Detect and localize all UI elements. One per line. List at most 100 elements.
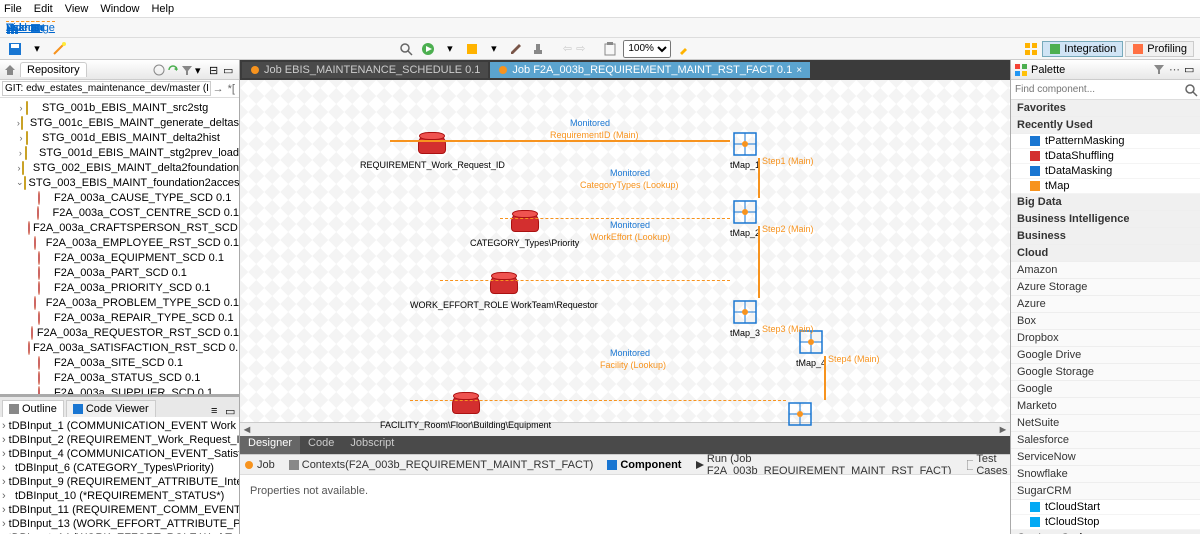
chevron-icon[interactable]: ›	[2, 490, 12, 502]
palette-category[interactable]: Snowflake	[1011, 466, 1200, 483]
tree-row[interactable]: F2A_003a_SITE_SCD 0.1	[0, 355, 239, 370]
repo-refresh-icon[interactable]	[167, 64, 179, 76]
zoom-select[interactable]: 100%	[623, 40, 671, 58]
gear-icon[interactable]: ▾	[441, 40, 459, 58]
palette-item[interactable]: tCloudStart	[1011, 500, 1200, 515]
canvas-node[interactable]: tMap_3	[730, 298, 760, 338]
chevron-icon[interactable]: ›	[2, 462, 12, 474]
canvas-node[interactable]: tMap_1	[730, 130, 760, 170]
repo-export-icon[interactable]: ▾	[195, 64, 207, 76]
palette-category[interactable]: Marketo	[1011, 398, 1200, 415]
menu-view[interactable]: View	[65, 3, 89, 15]
tree-toggle-icon[interactable]: ›	[16, 148, 25, 158]
tree-row[interactable]: F2A_003a_CRAFTSPERSON_RST_SCD 0.1	[0, 220, 239, 235]
tree-row[interactable]: F2A_003a_REPAIR_TYPE_SCD 0.1	[0, 310, 239, 325]
canvas-node[interactable]: FACILITY_Room\Floor\Building\Equipment	[380, 390, 551, 430]
nav-back-icon[interactable]: ⇦	[563, 42, 572, 55]
tree-row[interactable]: F2A_003a_PROBLEM_TYPE_SCD 0.1	[0, 295, 239, 310]
tree-row[interactable]: F2A_003a_EQUIPMENT_SCD 0.1	[0, 250, 239, 265]
chevron-icon[interactable]: ›	[2, 476, 6, 488]
palette-item[interactable]: tMap	[1011, 179, 1200, 194]
palette-more-icon[interactable]: ⋯	[1169, 63, 1180, 76]
palette-category[interactable]: NetSuite	[1011, 415, 1200, 432]
palette-item[interactable]: tDataShuffling	[1011, 149, 1200, 164]
palette-min-icon[interactable]: ▭	[1184, 63, 1196, 75]
chevron-icon[interactable]: ›	[2, 434, 6, 446]
palette-category[interactable]: Recently Used	[1011, 117, 1200, 134]
flow-link[interactable]	[390, 140, 730, 142]
repository-tree[interactable]: ›STG_001b_EBIS_MAINT_src2stg›STG_001c_EB…	[0, 98, 239, 394]
tree-row[interactable]: ›STG_002_EBIS_MAINT_delta2foundation	[0, 160, 239, 175]
design-canvas[interactable]: ◄ ► REQUIREMENT_Work_Request_ID CATEGORY_…	[240, 80, 1010, 436]
palette-category[interactable]: Google Drive	[1011, 347, 1200, 364]
tree-toggle-icon[interactable]: ⌄	[16, 177, 24, 188]
repo-filter-input[interactable]	[2, 81, 211, 96]
palette-category[interactable]: Cloud	[1011, 245, 1200, 262]
stamp-icon[interactable]	[529, 40, 547, 58]
close-icon[interactable]: ×	[796, 65, 802, 76]
palette-category[interactable]: Google Storage	[1011, 364, 1200, 381]
pencil-icon[interactable]	[507, 40, 525, 58]
canvas-node[interactable]: tMap_4	[796, 328, 826, 368]
tree-row[interactable]: ›STG_001d_EBIS_MAINT_delta2hist	[0, 130, 239, 145]
tree-row[interactable]: F2A_003a_COST_CENTRE_SCD 0.1	[0, 205, 239, 220]
search-icon[interactable]	[1184, 83, 1198, 97]
perspective-icon[interactable]	[1022, 40, 1040, 58]
chevron-icon[interactable]: ›	[2, 448, 6, 460]
tree-row[interactable]: F2A_003a_EMPLOYEE_RST_SCD 0.1	[0, 235, 239, 250]
canvas-node[interactable]: CATEGORY_Types\Priority	[470, 208, 579, 248]
canvas-node[interactable]: WORK_EFFORT_ROLE WorkTeam\Requestor	[410, 270, 598, 310]
editor-tab-2[interactable]: Job F2A_003b_REQUIREMENT_MAINT_RST_FACT …	[490, 62, 810, 78]
outline-row[interactable]: ›tDBInput_11 (REQUIREMENT_COMM_EVENT_PMP…	[2, 503, 237, 517]
repo-filter-more-icon[interactable]: *[	[226, 83, 237, 95]
outline-row[interactable]: ›tDBInput_1 (COMMUNICATION_EVENT Work Re…	[2, 419, 237, 433]
chevron-icon[interactable]: ›	[2, 504, 6, 516]
canvas-node[interactable]	[786, 400, 814, 430]
props-testcases[interactable]: Test Cases	[967, 453, 1011, 477]
palette-category[interactable]: Azure	[1011, 296, 1200, 313]
edit-icon[interactable]: ▾	[485, 40, 503, 58]
outline-row[interactable]: ›tDBInput_13 (WORK_EFFORT_ATTRIBUTE_Part…	[2, 517, 237, 531]
tree-row[interactable]: F2A_003a_STATUS_SCD 0.1	[0, 370, 239, 385]
palette-category[interactable]: Google	[1011, 381, 1200, 398]
clipboard-icon[interactable]	[601, 40, 619, 58]
chevron-icon[interactable]: ›	[2, 518, 6, 530]
props-contexts[interactable]: Contexts(F2A_003b_REQUIREMENT_MAINT_RST_…	[289, 459, 594, 471]
palette-category[interactable]: Big Data	[1011, 194, 1200, 211]
menu-edit[interactable]: Edit	[34, 3, 53, 15]
tool-icon[interactable]	[463, 40, 481, 58]
repo-tool-icon[interactable]	[153, 64, 165, 76]
palette-category[interactable]: Azure Storage	[1011, 279, 1200, 296]
scroll-right-icon[interactable]: ►	[996, 424, 1010, 436]
outline-row[interactable]: ›tDBInput_2 (REQUIREMENT_Work_Request_ID…	[2, 433, 237, 447]
palette-body[interactable]: FavoritesRecently UsedtPatternMaskingtDa…	[1011, 100, 1200, 534]
tree-row[interactable]: F2A_003a_SATISFACTION_RST_SCD 0.1	[0, 340, 239, 355]
tree-row[interactable]: ›STG_001c_EBIS_MAINT_generate_deltas	[0, 115, 239, 130]
tree-toggle-icon[interactable]: ›	[16, 133, 26, 143]
repo-filter-icon[interactable]	[181, 64, 193, 76]
canvas-node[interactable]: tMap_2	[730, 198, 760, 238]
palette-filter-icon[interactable]	[1153, 63, 1165, 75]
flow-link-vertical[interactable]	[758, 158, 760, 198]
flow-link-vertical[interactable]	[758, 226, 760, 298]
scroll-left-icon[interactable]: ◄	[240, 424, 254, 436]
outline-min-icon[interactable]: ▭	[225, 405, 237, 417]
canvas-node[interactable]: REQUIREMENT_Work_Request_ID	[360, 130, 505, 170]
palette-item[interactable]: tPatternMasking	[1011, 134, 1200, 149]
brush-icon[interactable]	[675, 40, 693, 58]
perspective-profiling[interactable]: Profiling	[1125, 41, 1194, 57]
props-run[interactable]: Run (Job F2A_003b_REQUIREMENT_MAINT_RST_…	[695, 453, 953, 477]
palette-item[interactable]: tDataMasking	[1011, 164, 1200, 179]
menu-help[interactable]: Help	[151, 3, 174, 15]
palette-category[interactable]: ServiceNow	[1011, 449, 1200, 466]
props-job[interactable]: Job	[244, 459, 275, 471]
outline-tab[interactable]: Outline	[2, 400, 64, 417]
tree-row[interactable]: ›STG_001b_EBIS_MAINT_src2stg	[0, 100, 239, 115]
save-icon[interactable]	[6, 40, 24, 58]
palette-category[interactable]: Amazon	[1011, 262, 1200, 279]
props-component[interactable]: Component	[607, 459, 681, 471]
tab-designer[interactable]: Designer	[240, 436, 300, 454]
code-viewer-tab[interactable]: Code Viewer	[66, 400, 156, 417]
tree-row[interactable]: F2A_003a_REQUESTOR_RST_SCD 0.1	[0, 325, 239, 340]
chevron-icon[interactable]: ›	[2, 420, 6, 432]
